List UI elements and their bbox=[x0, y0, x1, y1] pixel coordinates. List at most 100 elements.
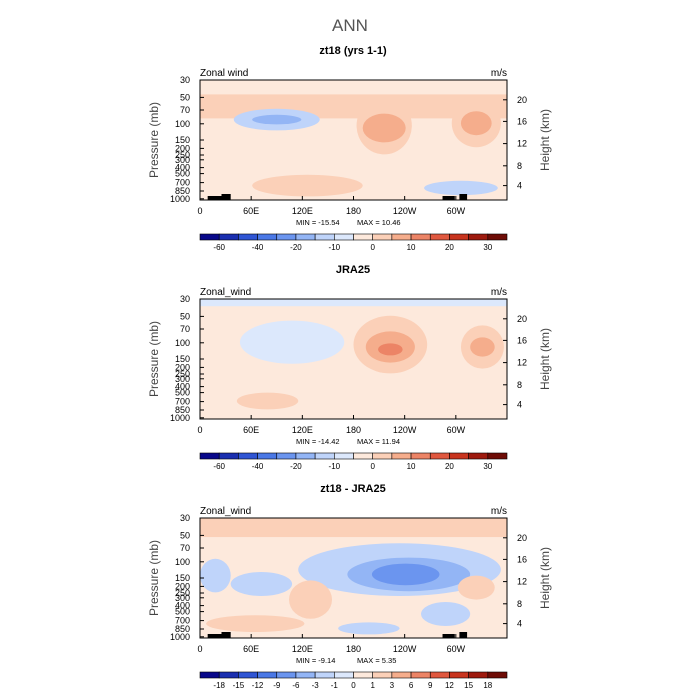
contour-region bbox=[236, 392, 299, 410]
colorbar-swatch bbox=[468, 233, 489, 241]
contour-field bbox=[200, 80, 507, 200]
height-tick-label: 4 bbox=[517, 181, 522, 191]
colorbar-label: 0 bbox=[370, 243, 375, 252]
colorbar-swatch bbox=[429, 452, 450, 460]
colorbar-swatch bbox=[295, 671, 316, 679]
x-tick-label: 120W bbox=[393, 425, 417, 435]
colorbar-label: 0 bbox=[370, 462, 375, 471]
colorbar-label: -40 bbox=[252, 462, 264, 471]
contour-region bbox=[371, 563, 440, 586]
colorbar-label: 15 bbox=[464, 681, 473, 690]
colorbar-swatch bbox=[314, 452, 335, 460]
topography-mask bbox=[221, 632, 231, 638]
panel-title: JRA25 bbox=[336, 264, 370, 276]
x-tick-label: 120E bbox=[292, 206, 313, 216]
panel-title: zt18 (yrs 1-1) bbox=[319, 45, 387, 57]
colorbar-swatch bbox=[238, 671, 258, 679]
y-tick-label: 1000 bbox=[170, 194, 190, 204]
height-tick-label: 12 bbox=[517, 358, 527, 368]
colorbar-swatch bbox=[487, 671, 508, 679]
colorbar-swatch bbox=[410, 452, 431, 460]
y-tick-label: 300 bbox=[175, 155, 190, 165]
colorbar-label: 30 bbox=[483, 243, 492, 252]
colorbar-label: 3 bbox=[390, 681, 395, 690]
panel-2: JRA25 Zonal_wind m/s 0 60E 120E 180 120W 60W 30 50… bbox=[147, 264, 552, 471]
contour-region bbox=[421, 602, 471, 626]
colorbar-swatch bbox=[218, 452, 239, 460]
height-tick-label: 16 bbox=[517, 554, 527, 564]
y-axis-label: Pressure (mb) bbox=[147, 540, 161, 616]
x-tick-label: 120W bbox=[393, 644, 417, 654]
x-tick-label: 0 bbox=[197, 206, 202, 216]
contour-region bbox=[424, 180, 498, 196]
y-tick-label: 500 bbox=[175, 169, 190, 179]
topography-mask bbox=[459, 632, 468, 638]
contour-region bbox=[289, 580, 333, 619]
colorbar-swatch bbox=[199, 233, 220, 241]
height-tick-label: 16 bbox=[517, 335, 527, 345]
y2-axis-label: Height (km) bbox=[538, 547, 552, 609]
y-tick-label: 300 bbox=[175, 374, 190, 384]
contour-band bbox=[200, 299, 507, 307]
colorbar-label: -1 bbox=[331, 681, 339, 690]
y-tick-label: 500 bbox=[175, 388, 190, 398]
variable-label: Zonal_wind bbox=[200, 287, 251, 298]
colorbar-swatch bbox=[487, 452, 508, 460]
colorbar-label: -20 bbox=[290, 243, 302, 252]
colorbar-swatch bbox=[199, 671, 220, 679]
y-tick-label: 70 bbox=[180, 543, 190, 553]
colorbar-label: -60 bbox=[213, 243, 225, 252]
colorbar-swatch bbox=[199, 452, 220, 460]
colorbar-swatch bbox=[353, 233, 373, 241]
x-tick-label: 0 bbox=[197, 644, 202, 654]
contour-region bbox=[252, 174, 363, 197]
y-tick-label: 850 bbox=[175, 405, 190, 415]
colorbar-swatch bbox=[391, 233, 412, 241]
y-tick-label: 100 bbox=[175, 119, 190, 129]
y-tick-label: 30 bbox=[180, 75, 190, 85]
y-tick-label: 250 bbox=[175, 369, 190, 379]
colorbar-label: -6 bbox=[292, 681, 300, 690]
contour-region bbox=[362, 113, 406, 143]
colorbar-label: 0 bbox=[351, 681, 356, 690]
colorbar-swatch bbox=[238, 452, 258, 460]
colorbar-swatch bbox=[257, 671, 278, 679]
colorbar-swatch bbox=[276, 452, 297, 460]
x-tick-label: 60W bbox=[447, 425, 466, 435]
colorbar-swatch bbox=[449, 233, 469, 241]
height-tick-label: 16 bbox=[517, 116, 527, 126]
y-tick-label: 250 bbox=[175, 150, 190, 160]
y-tick-label: 850 bbox=[175, 186, 190, 196]
colorbar-swatch bbox=[334, 233, 354, 241]
colorbar-label: 10 bbox=[407, 243, 416, 252]
colorbar-swatch bbox=[449, 671, 469, 679]
colorbar-swatch bbox=[295, 452, 316, 460]
y-tick-label: 400 bbox=[175, 382, 190, 392]
y-tick-label: 500 bbox=[175, 607, 190, 617]
variable-label: Zonal_wind bbox=[200, 506, 251, 517]
x-tick-label: 0 bbox=[197, 425, 202, 435]
topography-mask bbox=[459, 194, 468, 200]
y-tick-label: 150 bbox=[175, 573, 190, 583]
colorbar-swatch bbox=[276, 671, 297, 679]
topography-mask bbox=[221, 194, 231, 200]
colorbar: -60 -40 -20 -10 0 10 20 30 bbox=[199, 452, 508, 471]
colorbar-swatch bbox=[353, 452, 373, 460]
y-tick-label: 70 bbox=[180, 105, 190, 115]
y2-axis-label: Height (km) bbox=[538, 109, 552, 171]
colorbar-label: 10 bbox=[407, 462, 416, 471]
x-tick-label: 180 bbox=[346, 644, 361, 654]
x-tick-label: 60W bbox=[447, 644, 466, 654]
topography-mask bbox=[207, 634, 227, 638]
colorbar-label: -3 bbox=[312, 681, 320, 690]
min-label: MIN = -14.42 bbox=[296, 437, 340, 446]
colorbar: -60 -40 -20 -10 0 10 20 30 bbox=[199, 233, 508, 252]
height-tick-label: 20 bbox=[517, 95, 527, 105]
y-tick-label: 30 bbox=[180, 513, 190, 523]
colorbar-swatch bbox=[257, 233, 278, 241]
contour-region bbox=[338, 622, 400, 635]
x-tick-label: 60E bbox=[243, 644, 259, 654]
colorbar-swatch bbox=[372, 233, 393, 241]
colorbar-label: 1 bbox=[370, 681, 375, 690]
